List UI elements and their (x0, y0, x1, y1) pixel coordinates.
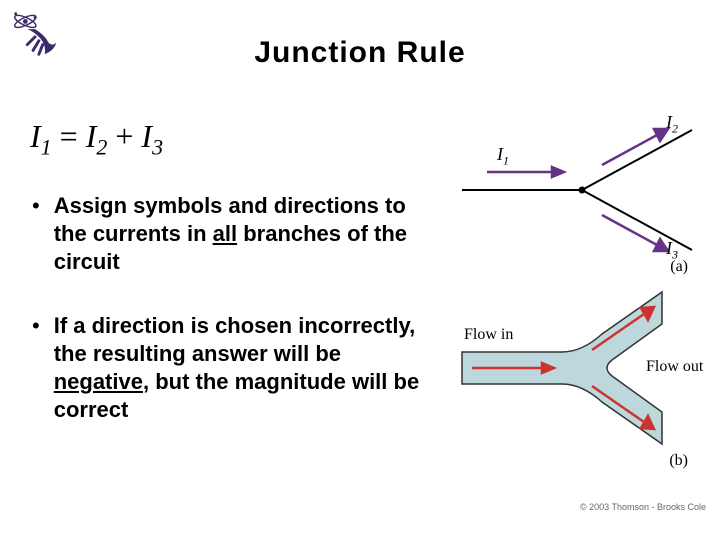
bullet-text: Assign symbols and directions to the cur… (54, 192, 430, 276)
eq-r1-var: I (86, 118, 97, 154)
eq-r1-sub: 2 (96, 134, 107, 159)
equation: I1 = I2 + I3 (30, 118, 163, 160)
copyright-text: © 2003 Thomson - Brooks Cole (580, 502, 706, 512)
bullet-text-underline: all (213, 221, 237, 246)
bullet-list: • Assign symbols and directions to the c… (30, 192, 430, 460)
figure-a: I1 I2 I3 (a) (452, 110, 708, 270)
bullet-item: • Assign symbols and directions to the c… (30, 192, 430, 276)
figure-b-label: (b) (669, 452, 688, 470)
eq-r2-sub: 3 (152, 134, 163, 159)
eq-lhs-sub: 1 (41, 134, 52, 159)
label-flow-in: Flow in (464, 326, 513, 344)
label-flow-out: Flow out (646, 358, 703, 376)
bullet-text-pre: If a direction is chosen incorrectly, th… (54, 313, 415, 366)
figures-panel: I1 I2 I3 (a) Flow i (452, 110, 708, 470)
label-i2: I2 (666, 112, 678, 137)
bullet-dot-icon: • (32, 192, 40, 276)
figure-b: Flow in Flow out (b) (452, 280, 708, 470)
label-i2-sub: 2 (672, 122, 678, 136)
eq-lhs-var: I (30, 118, 41, 154)
eq-op2: + (115, 118, 133, 154)
eq-r2-var: I (141, 118, 152, 154)
bullet-dot-icon: • (32, 312, 40, 424)
bullet-item: • If a direction is chosen incorrectly, … (30, 312, 430, 424)
figure-a-label: (a) (670, 258, 688, 276)
eq-op1: = (60, 118, 78, 154)
bullet-text-underline: negative (54, 369, 143, 394)
label-i1-sub: 1 (503, 154, 509, 168)
page-title: Junction Rule (0, 36, 720, 70)
label-i1: I1 (497, 144, 509, 169)
bullet-text: If a direction is chosen incorrectly, th… (54, 312, 430, 424)
